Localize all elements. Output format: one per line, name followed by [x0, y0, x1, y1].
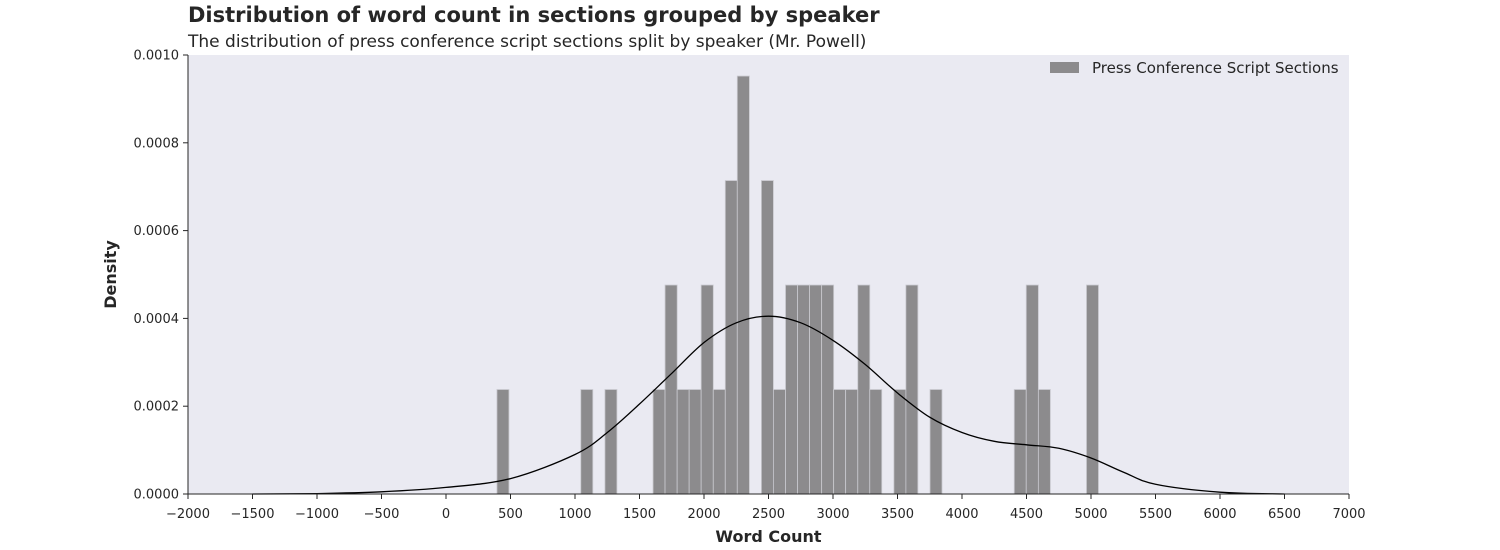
y-axis-ticks: 0.0000 0.0002 0.0004 0.0006 0.0008 0.0010 [134, 49, 188, 503]
x-tick-label: −2000 [166, 507, 210, 522]
x-tick-label: 7000 [1332, 507, 1365, 522]
histogram-bars [496, 75, 1099, 495]
histogram-bar-13 [785, 284, 798, 495]
histogram-bar-9 [724, 180, 738, 495]
chart-subtitle: The distribution of press conference scr… [188, 32, 867, 52]
histogram-bar-2 [604, 389, 618, 495]
y-axis-label: Density [101, 240, 120, 309]
y-tick-label: 0.0008 [134, 136, 180, 151]
histogram-bar-19 [857, 284, 871, 495]
x-tick-label: −500 [364, 507, 400, 522]
x-axis-label: Word Count [715, 527, 822, 546]
y-tick-label: 0.0000 [134, 488, 180, 503]
x-tick-label: 2500 [752, 507, 785, 522]
histogram-bar-21 [893, 389, 907, 495]
histogram-bar-5 [676, 389, 690, 495]
legend-label: Press Conference Script Sections [1092, 59, 1339, 77]
x-tick-label: 4500 [1010, 507, 1043, 522]
histogram-bar-14 [797, 284, 810, 495]
histogram-bar-23 [929, 389, 943, 495]
histogram-bar-15 [809, 284, 823, 495]
histogram-bar-1 [580, 389, 594, 495]
histogram-bar-17 [833, 389, 847, 495]
x-tick-label: 3000 [816, 507, 849, 522]
histogram-bar-25 [1025, 284, 1039, 495]
x-tick-label: −1500 [231, 507, 275, 522]
histogram-bar-3 [652, 389, 666, 495]
histogram-bar-4 [664, 284, 678, 495]
y-tick-label: 0.0010 [134, 49, 180, 64]
histogram-bar-8 [712, 389, 726, 495]
histogram-bar-11 [761, 180, 774, 495]
y-tick-label: 0.0004 [134, 312, 180, 327]
x-tick-label: 1000 [558, 507, 591, 522]
legend-swatch [1050, 62, 1079, 73]
histogram-bar-7 [700, 284, 714, 495]
histogram-bar-27 [1086, 284, 1099, 495]
x-tick-label: 3500 [881, 507, 914, 522]
y-tick-label: 0.0002 [134, 400, 180, 415]
kde-curve [252, 315, 1285, 495]
x-tick-label: 2000 [687, 507, 720, 522]
x-tick-label: 0 [442, 507, 450, 522]
chart-title: Distribution of word count in sections g… [188, 3, 880, 27]
x-tick-label: −1000 [295, 507, 339, 522]
x-tick-label: 500 [498, 507, 523, 522]
histogram-bar-10 [736, 75, 750, 495]
x-tick-label: 1500 [623, 507, 656, 522]
x-tick-label: 5000 [1074, 507, 1107, 522]
histogram-bar-26 [1037, 389, 1051, 495]
y-tick-label: 0.0006 [134, 224, 180, 239]
histogram-bar-0 [496, 389, 510, 495]
x-axis-ticks: −2000 −1500 −1000 −500 0 500 1000 1500 2000 2500 3… [166, 494, 1366, 522]
x-tick-label: 6500 [1268, 507, 1301, 522]
histogram-bar-24 [1013, 389, 1027, 495]
x-tick-label: 6000 [1203, 507, 1236, 522]
x-tick-label: 4000 [945, 507, 978, 522]
histogram-bar-6 [688, 389, 702, 495]
histogram-bar-12 [773, 389, 786, 495]
x-tick-label: 5500 [1139, 507, 1172, 522]
histogram-bar-16 [821, 284, 835, 495]
histogram-bar-22 [905, 284, 919, 495]
legend: Press Conference Script Sections [1050, 59, 1339, 77]
histogram-bar-18 [845, 389, 859, 495]
histogram-bar-20 [869, 389, 883, 495]
